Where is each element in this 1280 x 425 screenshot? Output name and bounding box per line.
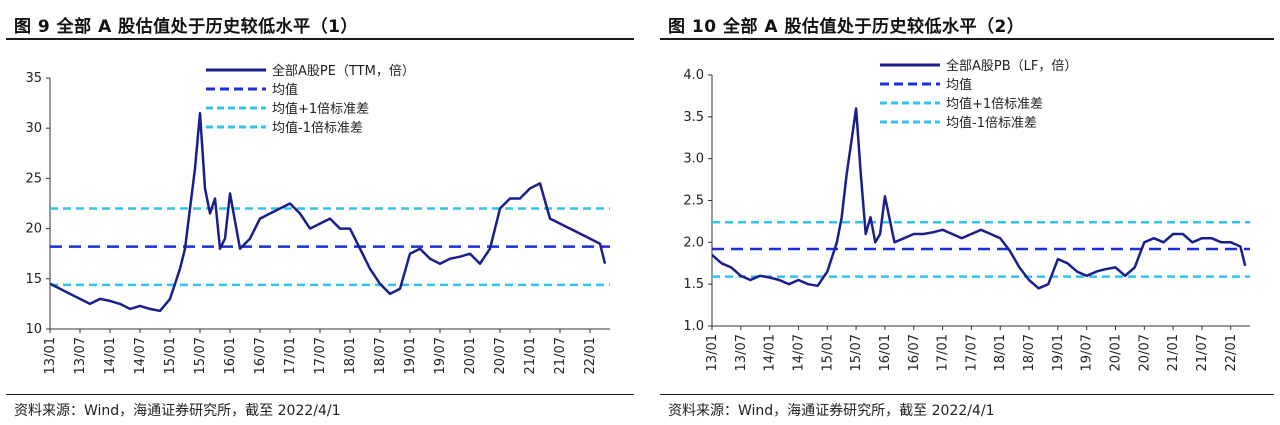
valuation-series-line	[49, 111, 607, 313]
x-tick-label: 20/07	[1137, 334, 1152, 371]
legend-label: 全部A股PB（LF，倍）	[946, 58, 1077, 74]
legend-label: 均值+1倍标准差	[946, 96, 1043, 112]
chart-title: 图 9 全部 A 股估值处于历史较低水平（1）	[14, 17, 358, 37]
x-tick-label: 21/07	[553, 337, 568, 374]
y-tick-label: 20	[25, 222, 42, 237]
x-tick-label: 15/07	[193, 337, 208, 374]
y-tick-label: 10	[25, 322, 42, 337]
chart-panel-pb: 图 10 全部 A 股估值处于历史较低水平（2） 1.0 1.5 2.0 2.5 3.0…	[660, 0, 1274, 425]
pe-chart: 10 15 20 25 30 35 13/01 13/07 14/01 14/07 15/01 15/…	[25, 63, 610, 374]
x-tick-label: 22/01	[583, 337, 598, 374]
divider	[660, 394, 1274, 395]
x-tick-label: 17/07	[313, 337, 328, 374]
y-tick-label: 30	[25, 121, 42, 136]
legend-label: 均值	[946, 77, 972, 93]
source-note: 资料来源：Wind，海通证券研究所，截至 2022/4/1	[668, 403, 995, 419]
source-note: 资料来源：Wind，海通证券研究所，截至 2022/4/1	[14, 403, 341, 419]
x-tick-label: 13/07	[73, 337, 88, 374]
x-tick-label: 21/07	[1195, 334, 1210, 371]
x-tick-label: 17/07	[964, 334, 979, 371]
legend-label: 均值-1倍标准差	[946, 115, 1037, 131]
title-bar: 图 9 全部 A 股估值处于历史较低水平（1）	[6, 8, 634, 40]
x-tick-label: 16/07	[907, 334, 922, 371]
y-tick-label: 1.0	[683, 319, 704, 334]
x-tick-label: 18/01	[993, 334, 1008, 371]
x-tick-label: 13/01	[43, 337, 58, 374]
y-tick-label: 1.5	[683, 277, 704, 292]
x-tick-label: 19/01	[403, 337, 418, 374]
x-tick-label: 16/07	[253, 337, 268, 374]
x-tick-label: 15/01	[820, 334, 835, 371]
x-tick-label: 19/01	[1051, 334, 1066, 371]
y-tick-label: 15	[25, 272, 42, 287]
x-tick-label: 13/07	[734, 334, 749, 371]
x-tick-label: 16/01	[878, 334, 893, 371]
x-tick-label: 19/07	[433, 337, 448, 374]
valuation-series-line	[711, 107, 1247, 290]
y-tick-label: 3.5	[683, 110, 704, 125]
x-tick-label: 22/01	[1224, 334, 1239, 371]
x-tick-label: 21/01	[523, 337, 538, 374]
x-tick-label: 15/01	[163, 337, 178, 374]
x-tick-label: 18/07	[373, 337, 388, 374]
x-tick-label: 18/01	[343, 337, 358, 374]
legend-label: 均值-1倍标准差	[272, 120, 363, 136]
y-tick-label: 2.0	[683, 235, 704, 250]
x-tick-label: 14/01	[763, 334, 778, 371]
x-tick-label: 20/01	[1109, 334, 1124, 371]
chart-title: 图 10 全部 A 股估值处于历史较低水平（2）	[668, 17, 1025, 37]
y-tick-label: 3.0	[683, 152, 704, 167]
x-tick-label: 21/01	[1166, 334, 1181, 371]
title-bar: 图 10 全部 A 股估值处于历史较低水平（2）	[660, 8, 1274, 40]
divider	[6, 394, 634, 395]
legend-label: 均值+1倍标准差	[272, 101, 369, 117]
x-tick-label: 17/01	[283, 337, 298, 374]
x-tick-label: 14/07	[791, 334, 806, 371]
x-tick-label: 14/07	[133, 337, 148, 374]
y-tick-label: 4.0	[683, 68, 704, 83]
pb-chart: 1.0 1.5 2.0 2.5 3.0 3.5 4.0 13/01 13/07 14/01 14/0…	[683, 58, 1250, 371]
x-tick-label: 20/07	[493, 337, 508, 374]
legend-label: 全部A股PE（TTM，倍）	[272, 63, 415, 79]
x-tick-label: 17/01	[936, 334, 951, 371]
y-tick-label: 25	[25, 171, 42, 186]
y-tick-label: 2.5	[683, 194, 704, 209]
x-tick-label: 14/01	[103, 337, 118, 374]
x-tick-label: 19/07	[1080, 334, 1095, 371]
legend-label: 均值	[272, 82, 298, 98]
x-tick-label: 13/01	[705, 334, 720, 371]
x-tick-label: 18/07	[1022, 334, 1037, 371]
x-tick-label: 20/01	[463, 337, 478, 374]
x-tick-label: 15/07	[849, 334, 864, 371]
y-tick-label: 35	[25, 71, 42, 86]
x-tick-label: 16/01	[223, 337, 238, 374]
chart-panel-pe: 图 9 全部 A 股估值处于历史较低水平（1） 10 15 20 25 30 35 13/0…	[6, 0, 634, 425]
